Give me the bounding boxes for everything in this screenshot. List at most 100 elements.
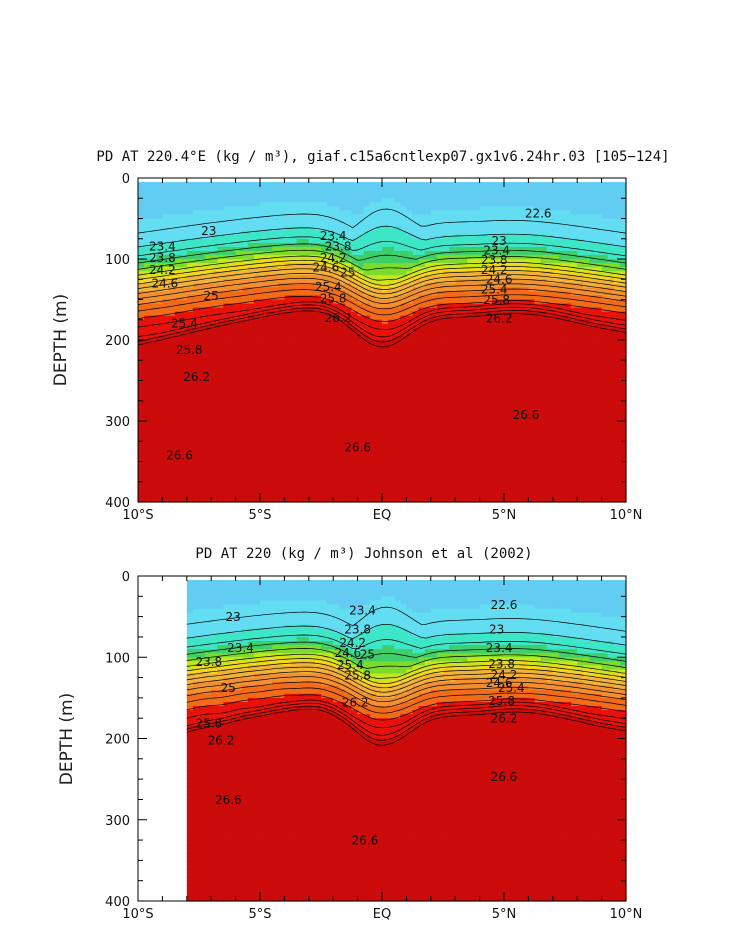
field-cell [497,327,505,333]
field-cell [217,473,224,479]
field-cell [473,364,481,369]
field-cell [497,210,505,216]
field-cell [418,344,426,349]
field-cell [345,291,353,297]
field-cell [144,323,151,329]
field-cell [443,348,450,353]
field-cell [192,429,200,434]
field-cell [363,267,371,272]
field-cell [162,344,170,349]
field-cell [168,388,176,394]
field-cell [461,465,468,471]
field-cell [394,388,401,394]
field-cell [351,433,359,438]
field-cell [510,254,517,260]
field-cell [296,481,304,487]
field-cell [247,271,255,276]
field-cell [296,238,304,244]
field-cell [345,283,353,288]
field-cell [308,364,316,369]
field-cell [296,364,304,369]
field-cell [485,344,493,349]
field-cell [461,186,468,191]
field-cell [260,461,267,467]
field-cell [199,226,206,232]
field-cell [266,429,273,434]
field-cell [382,299,389,305]
field-cell [253,323,261,329]
field-cell [412,429,420,434]
field-cell [144,230,151,236]
field-cell [418,291,426,297]
field-cell [369,380,377,386]
field-cell [345,319,353,325]
field-cell [339,335,346,341]
field-cell [522,182,529,187]
field-cell [504,396,511,402]
field-cell [199,497,206,503]
field-cell [510,214,517,220]
field-cell [382,279,389,284]
field-cell [199,242,206,248]
field-cell [211,477,218,483]
field-cell [418,246,426,252]
field-cell [253,412,261,418]
field-cell [388,331,395,337]
field-cell [369,311,377,317]
field-cell [333,222,340,228]
field-cell [369,368,377,373]
field-cell [272,335,279,341]
field-cell [491,477,499,483]
field-cell [253,307,261,313]
field-cell [168,344,176,349]
field-cell [473,226,481,232]
field-cell [388,348,395,353]
field-cell [388,465,395,471]
field-cell [443,416,450,422]
field-cell [260,497,267,503]
field-cell [205,380,212,386]
field-cell [485,267,493,272]
field-cell [278,457,285,463]
field-cell [205,242,212,248]
field-cell [217,267,224,272]
field-cell [321,453,328,459]
field-cell [217,315,224,321]
field-cell [339,404,346,410]
field-cell [461,412,468,418]
field-cell [162,327,170,333]
field-cell [211,453,218,459]
field-cell [491,206,499,211]
field-cell [504,210,511,216]
field-cell [497,421,505,426]
field-cell [430,457,438,463]
field-cell [436,400,444,406]
field-cell [473,477,481,483]
field-cell [290,445,298,450]
field-cell [510,242,517,248]
field-cell [516,348,523,353]
field-cell [223,234,231,240]
field-cell [186,291,194,297]
field-cell [156,275,163,280]
field-cell [357,421,365,426]
field-cell [455,421,462,426]
field-cell [455,182,462,187]
field-cell [443,465,450,471]
field-cell [247,376,255,382]
field-cell [308,267,316,272]
field-cell [168,287,176,292]
field-cell [241,481,249,487]
field-cell [351,242,359,248]
field-cell [430,315,438,321]
field-cell [296,412,304,418]
field-cell [278,384,285,390]
field-cell [235,186,243,191]
field-cell [217,392,224,398]
field-cell [162,457,170,463]
field-cell [314,465,322,471]
field-cell [321,429,328,434]
field-cell [229,222,237,228]
field-cell [327,481,334,487]
field-cell [449,327,456,333]
